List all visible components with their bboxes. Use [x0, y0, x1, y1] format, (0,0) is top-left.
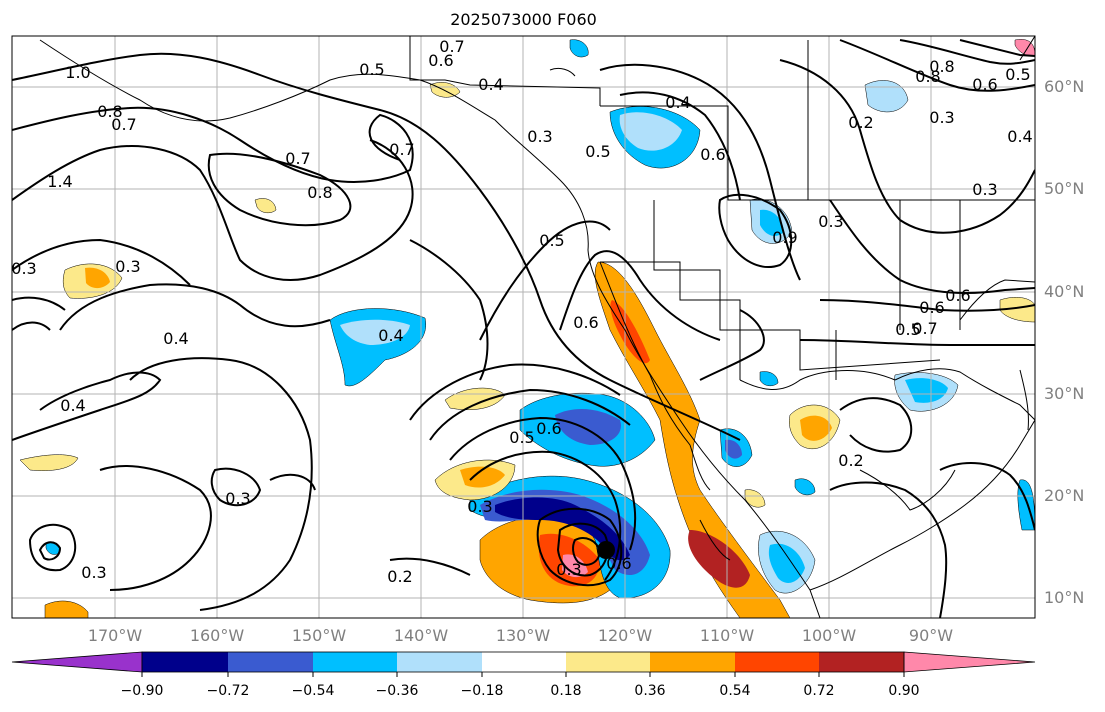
colorbar-tick-label: 0.90: [888, 683, 920, 699]
contour-label: 0.5: [1005, 65, 1030, 84]
colorbar-segment: [735, 652, 819, 672]
contour-label: 0.8: [97, 102, 122, 121]
lon-label: 150°W: [291, 626, 347, 645]
colorbar-tick-label: −0.36: [375, 683, 419, 699]
contour-label: 0.7: [111, 115, 136, 134]
colorbar-tick-label: 0.54: [719, 683, 751, 699]
colorbar-tick-label: 0.36: [634, 683, 666, 699]
colorbar-extend-low: [11, 651, 143, 673]
contour-label: 0.7: [912, 319, 937, 338]
colorbar-segment: [650, 652, 735, 672]
contour-label: 0.3: [11, 259, 36, 278]
contour-labels: 0.7 0.6 0.4 0.5 1.0 0.8 0.7 0.7 0.8 1.4 …: [11, 37, 1033, 586]
lon-label: 160°W: [189, 626, 245, 645]
lon-label: 100°W: [801, 626, 857, 645]
contour-label: 0.3: [527, 127, 552, 146]
contour-label: 0.3: [556, 560, 581, 579]
colorbar-segment: [313, 652, 397, 672]
contour-label: 0.7: [439, 37, 464, 56]
contour-label: 0.8: [915, 67, 940, 86]
contour-label: 0.3: [929, 108, 954, 127]
lon-label: 140°W: [393, 626, 449, 645]
contour-label: 0.7: [285, 149, 310, 168]
lon-label: 130°W: [495, 626, 551, 645]
storm-center-marker: [597, 541, 615, 559]
contour-label: 0.6: [919, 298, 944, 317]
contour-label: 0.6: [428, 51, 453, 70]
contour-label: 0.4: [1007, 127, 1032, 146]
colorbar-segment: [142, 652, 228, 672]
graticule: [12, 36, 1035, 618]
lat-label: 10°N: [1044, 588, 1085, 607]
contour-label: 0.4: [163, 329, 188, 348]
colorbar-tick-label: −0.54: [291, 683, 335, 699]
lat-label: 20°N: [1044, 486, 1085, 505]
contour-label: 0.5: [359, 60, 384, 79]
colorbar-segment: [566, 652, 650, 672]
contour-label: 0.2: [838, 451, 863, 470]
contour-label: 0.5: [585, 142, 610, 161]
map-title: 2025073000 F060: [450, 10, 597, 29]
contour-label: 0.3: [972, 180, 997, 199]
contour-label: 0.8: [307, 183, 332, 202]
lon-label: 110°W: [699, 626, 755, 645]
colorbar-tick-label: −0.72: [206, 683, 250, 699]
contour-label: 0.3: [818, 212, 843, 231]
contour-label: 0.8: [929, 57, 954, 76]
contours: [12, 39, 1035, 618]
contour-label: 0.7: [389, 140, 414, 159]
map-area: 0.7 0.6 0.4 0.5 1.0 0.8 0.7 0.7 0.8 1.4 …: [11, 36, 1035, 618]
colorbar-tick-label: 0.72: [803, 683, 835, 699]
contour-label: 0.5: [895, 320, 920, 339]
map-frame: [11, 35, 1036, 619]
contour-label: 0.4: [665, 93, 690, 112]
contour-label: 0.3: [225, 489, 250, 508]
lat-label: 60°N: [1044, 77, 1085, 96]
contour-label: 0.6: [972, 75, 997, 94]
contour-label: 0.2: [848, 113, 873, 132]
contour-label: 0.2: [387, 567, 412, 586]
colorbar-tick-label: 0.18: [550, 683, 582, 699]
colorbar-extend-high: [903, 651, 1036, 673]
contour-label: 0.5: [509, 428, 534, 447]
contour-label: 0.4: [478, 75, 503, 94]
lat-label: 50°N: [1044, 179, 1085, 198]
contour-label: 0.5: [539, 231, 564, 250]
contour-label: 0.3: [81, 563, 106, 582]
contour-label: 0.4: [60, 396, 85, 415]
contour-label: 0.6: [606, 554, 631, 573]
colorbar-tick-label: −0.18: [460, 683, 504, 699]
lon-label: 170°W: [87, 626, 143, 645]
colorbar-tick-label: −0.90: [120, 683, 164, 699]
colorbar-segment: [819, 652, 904, 672]
colorbar-segment: [482, 652, 566, 672]
lat-label: 40°N: [1044, 282, 1085, 301]
contour-label: 0.3: [467, 497, 492, 516]
colorbar: [11, 651, 1036, 677]
contour-label: 1.4: [47, 172, 72, 191]
contour-label: 0.6: [573, 313, 598, 332]
contour-label: 0.4: [378, 326, 403, 345]
lon-label: 120°W: [597, 626, 653, 645]
contour-label: 0.6: [536, 419, 561, 438]
contour-label: 0.3: [115, 257, 140, 276]
lon-label: 90°W: [908, 626, 954, 645]
coastlines: [39, 36, 1035, 618]
contour-label: 0.6: [700, 145, 725, 164]
contour-label: 1.0: [65, 63, 90, 82]
colorbar-segment: [397, 652, 482, 672]
colorbar-segment: [228, 652, 313, 672]
contour-label: 0.6: [945, 286, 970, 305]
contour-label: 0.9: [772, 228, 797, 247]
lat-label: 30°N: [1044, 384, 1085, 403]
